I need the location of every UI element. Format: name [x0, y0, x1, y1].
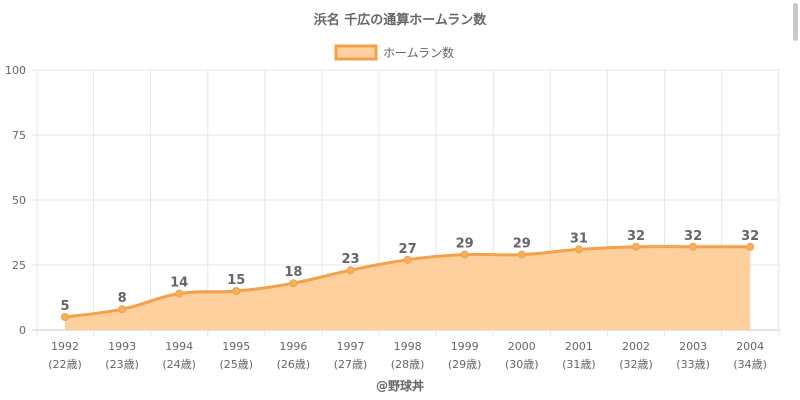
- data-point: [232, 287, 241, 295]
- data-label: 31: [570, 231, 588, 246]
- scrollbar[interactable]: [790, 0, 800, 400]
- x-tick-label: 1999: [451, 340, 479, 353]
- x-tick-label: 2002: [622, 340, 650, 353]
- data-point: [689, 242, 698, 251]
- x-tick-age-label: (29歳): [448, 358, 482, 371]
- data-point: [632, 242, 640, 251]
- x-tick-label: 1992: [51, 340, 79, 353]
- data-label: 8: [118, 291, 127, 306]
- data-label: 15: [227, 273, 245, 288]
- y-tick-label: 25: [12, 259, 26, 272]
- data-label: 29: [513, 237, 531, 252]
- y-tick-label: 75: [12, 129, 26, 142]
- y-tick-label: 50: [12, 194, 26, 207]
- data-label: 23: [341, 252, 359, 267]
- scrollbar-thumb[interactable]: [793, 3, 798, 41]
- x-tick-age-label: (32歳): [619, 358, 653, 371]
- labels-layer: 5 8 14 15 18 23 27 29 29 31 32 32 32: [60, 229, 759, 314]
- legend-label: ホームラン数: [383, 45, 454, 60]
- data-point: [460, 250, 469, 259]
- data-point: [746, 242, 755, 251]
- data-label: 5: [60, 299, 69, 314]
- x-tick-age-label: (25歳): [220, 358, 254, 371]
- data-point: [403, 255, 412, 264]
- x-tick-label: 1998: [394, 340, 422, 353]
- x-tick-label: 2003: [679, 340, 707, 353]
- x-tick-age-label: (33歳): [676, 358, 710, 371]
- x-tick-age-label: (24歳): [162, 358, 196, 371]
- data-point: [118, 305, 127, 314]
- x-tick-age-label: (23歳): [105, 358, 139, 371]
- data-point: [61, 313, 69, 321]
- legend-swatch: [334, 44, 378, 61]
- data-label: 32: [627, 229, 645, 244]
- legend[interactable]: ホームラン数: [334, 44, 454, 61]
- points-layer: [61, 242, 755, 321]
- data-point: [574, 245, 583, 254]
- area-fill: [65, 246, 751, 330]
- x-tick-label: 1995: [222, 340, 250, 353]
- data-label: 27: [399, 242, 417, 257]
- data-label: 14: [170, 276, 188, 291]
- data-label: 18: [284, 265, 302, 280]
- x-axis-caption: @野球丼: [376, 378, 424, 393]
- x-tick-age-label: (30歳): [505, 358, 539, 371]
- x-tick-age-label: (26歳): [277, 358, 311, 371]
- data-label: 32: [741, 229, 759, 244]
- x-tick-label: 1994: [165, 340, 193, 353]
- x-tick-age-label: (28歳): [391, 358, 425, 371]
- x-tick-age-label: (34歳): [733, 358, 767, 371]
- x-tick-label: 1993: [108, 340, 136, 353]
- x-tick-label: 2000: [508, 340, 536, 353]
- y-tick-label: 100: [5, 64, 26, 77]
- x-tick-label: 2004: [736, 340, 764, 353]
- data-point: [517, 250, 526, 259]
- axes-layer: 0 25 50 75 100 1992 (22歳) 1993 (23歳) 1994 (24歳) 199…: [5, 64, 767, 371]
- x-tick-age-label: (27歳): [334, 358, 368, 371]
- data-point: [175, 289, 184, 298]
- y-tick-label: 0: [19, 324, 26, 337]
- chart-title: 浜名 千広の通算ホームラン数: [314, 12, 487, 28]
- data-point: [289, 279, 298, 288]
- x-tick-age-label: (31歳): [562, 358, 596, 371]
- x-tick-age-label: (22歳): [48, 358, 82, 371]
- data-point: [346, 266, 355, 275]
- x-tick-label: 1997: [337, 340, 365, 353]
- data-label: 29: [456, 237, 474, 252]
- x-tick-label: 1996: [279, 340, 307, 353]
- data-label: 32: [684, 229, 702, 244]
- x-tick-label: 2001: [565, 340, 593, 353]
